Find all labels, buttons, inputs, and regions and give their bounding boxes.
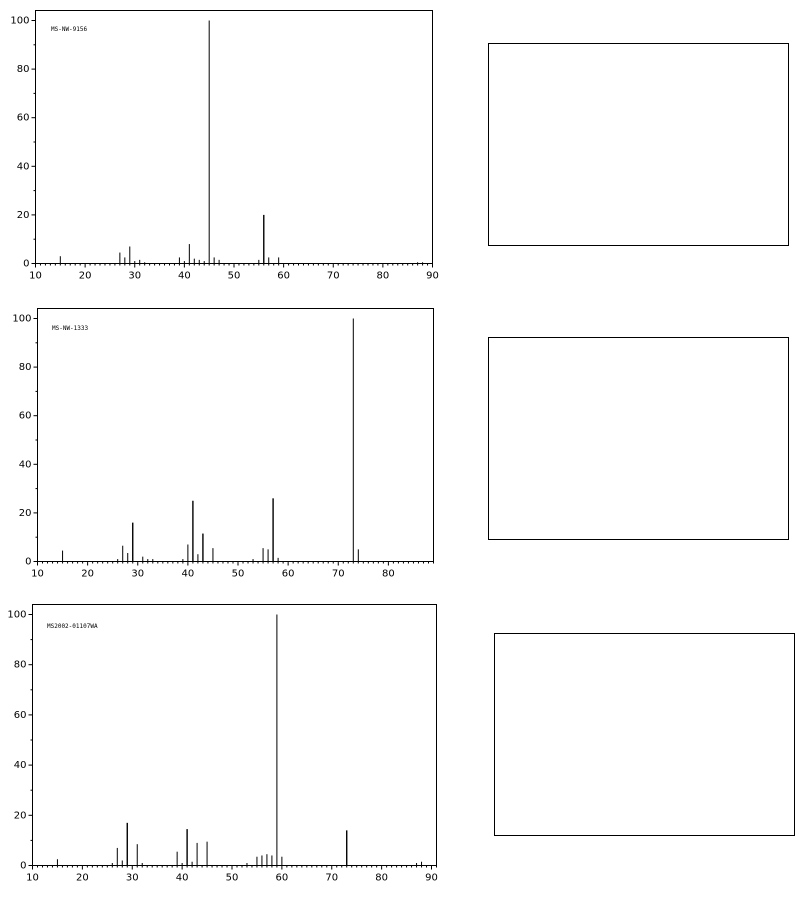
x-tick-label: 70 <box>325 873 338 884</box>
y-tick-label: 60 <box>17 113 30 124</box>
y-tick-label: 80 <box>19 362 32 373</box>
x-tick-label: 50 <box>226 873 239 884</box>
y-tick-label: 0 <box>20 861 26 872</box>
y-tick-label: 0 <box>23 259 29 270</box>
x-tick-label: 60 <box>282 569 295 580</box>
x-tick-label: 10 <box>31 569 44 580</box>
plot-frame <box>35 10 433 264</box>
y-tick-label: 100 <box>10 16 29 27</box>
x-tick-label: 80 <box>377 271 390 282</box>
x-tick-label: 40 <box>178 271 191 282</box>
x-tick-label: 90 <box>426 271 439 282</box>
plot-frame <box>37 308 434 562</box>
y-tick-label: 80 <box>14 660 27 671</box>
x-tick-label: 30 <box>131 569 144 580</box>
x-tick-label: 50 <box>232 569 245 580</box>
y-tick-label: 60 <box>14 710 27 721</box>
y-tick-label: 20 <box>19 508 32 519</box>
x-tick-label: 90 <box>425 873 438 884</box>
x-tick-label: 30 <box>126 873 139 884</box>
x-tick-label: 10 <box>29 271 42 282</box>
x-tick-label: 20 <box>81 569 94 580</box>
x-tick-label: 60 <box>276 873 289 884</box>
x-tick-label: 20 <box>79 271 92 282</box>
spectrum-id-label: MS-NW-1333 <box>52 325 89 332</box>
y-tick-label: 40 <box>14 760 27 771</box>
spectrum-id-label: MS-NW-9156 <box>51 26 88 33</box>
x-tick-label: 70 <box>332 569 345 580</box>
x-tick-label: 40 <box>176 873 189 884</box>
x-tick-label: 50 <box>228 271 241 282</box>
structure-answer-box-1[interactable] <box>488 43 789 246</box>
y-tick-label: 60 <box>19 411 32 422</box>
x-tick-label: 70 <box>327 271 340 282</box>
plot-frame <box>32 604 437 866</box>
x-tick-label: 60 <box>277 271 290 282</box>
x-tick-label: 80 <box>382 569 395 580</box>
y-tick-label: 100 <box>7 610 26 621</box>
y-tick-label: 80 <box>17 64 30 75</box>
mass-spectrum-chart-2: MS-NW-1333 0 20 40 60 80 100 10 20 30 40 50 60 70 80 <box>12 308 434 580</box>
mass-spectrum-chart-1: MS-NW-9156 0 20 40 60 80 100 10 20 30 40 50 60 70 80… <box>10 10 439 282</box>
y-tick-label: 100 <box>12 314 31 325</box>
structure-answer-box-2[interactable] <box>488 337 789 540</box>
y-tick-label: 20 <box>14 810 27 821</box>
structure-answer-box-3[interactable] <box>494 633 795 836</box>
y-tick-label: 40 <box>17 161 30 172</box>
mass-spectrum-chart-3: MS2002-01107WA 0 20 40 60 80 100 10 20 30 40 50 60… <box>7 604 438 884</box>
y-tick-label: 40 <box>19 459 32 470</box>
x-tick-label: 30 <box>128 271 141 282</box>
y-tick-label: 0 <box>25 557 31 568</box>
x-tick-label: 80 <box>375 873 388 884</box>
x-tick-label: 10 <box>26 873 39 884</box>
x-tick-label: 20 <box>76 873 89 884</box>
spectrum-id-label: MS2002-01107WA <box>47 623 98 630</box>
y-tick-label: 20 <box>17 210 30 221</box>
x-tick-label: 40 <box>182 569 195 580</box>
